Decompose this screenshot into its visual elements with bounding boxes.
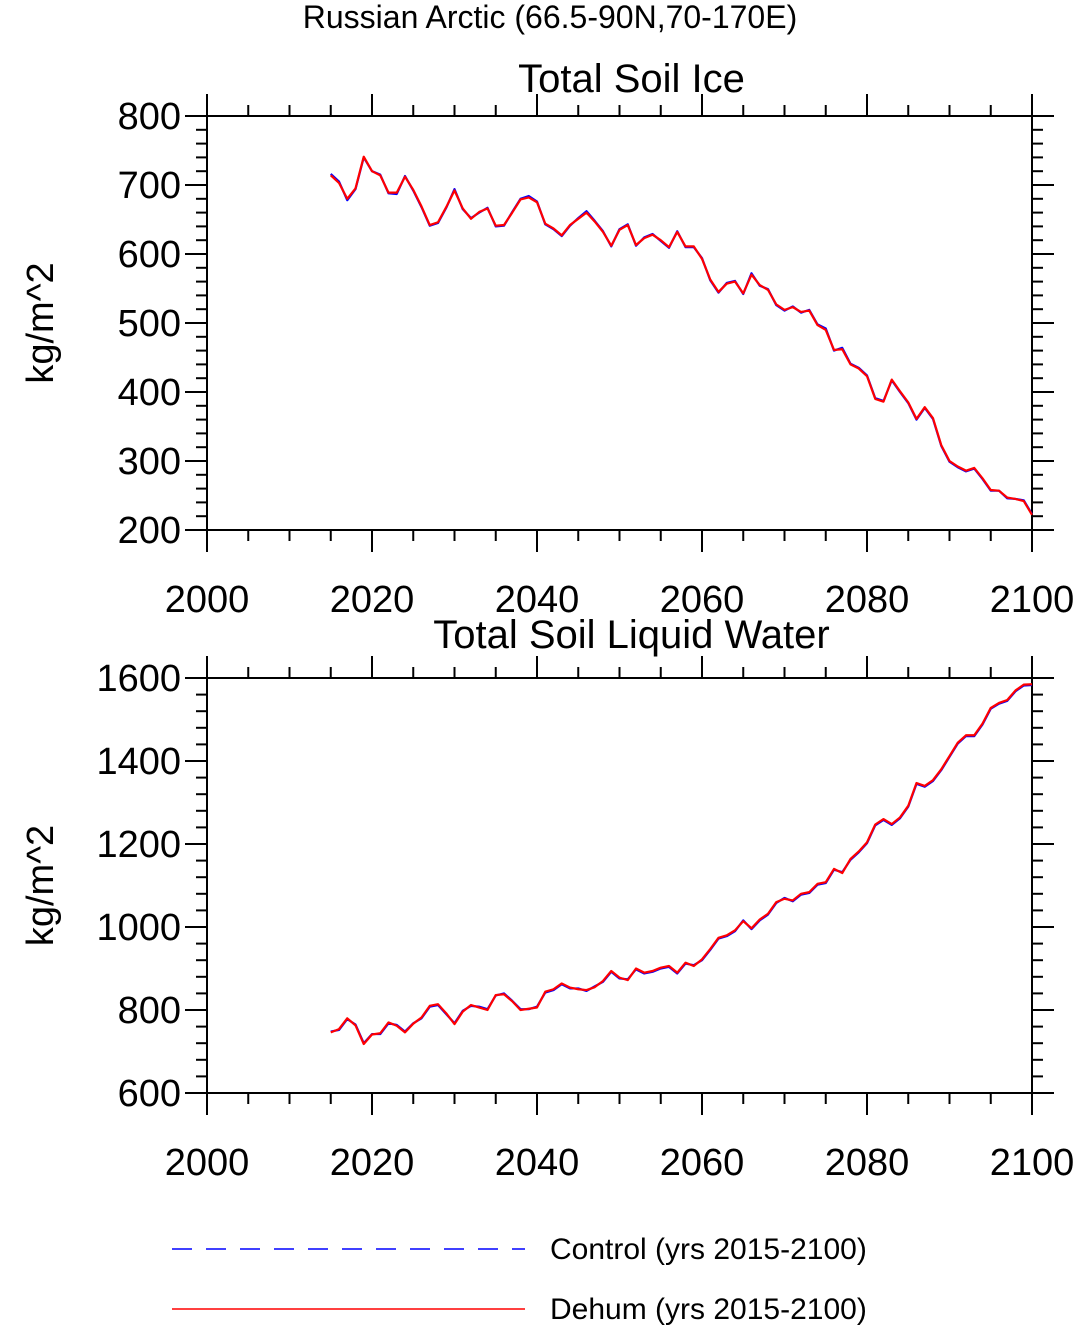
legend: Control (yrs 2015-2100) Dehum (yrs 2015-2… [172, 1233, 867, 1326]
y-tick-label: 1200 [96, 824, 181, 866]
y-tick-label: 600 [118, 1073, 181, 1115]
y-tick-label: 300 [118, 441, 181, 483]
panel-title: Total Soil Ice [518, 57, 745, 101]
y-tick-label: 200 [118, 510, 181, 552]
x-tick-label: 2100 [990, 579, 1075, 621]
legend-label-control: Control (yrs 2015-2100) [550, 1233, 867, 1266]
legend-label-dehum: Dehum (yrs 2015-2100) [550, 1293, 867, 1326]
x-tick-label: 2020 [330, 1142, 415, 1184]
series-line-dehum [330, 155, 1033, 516]
x-tick-label: 2000 [165, 579, 250, 621]
y-tick-label: 800 [118, 96, 181, 138]
x-tick-label: 2060 [660, 579, 745, 621]
x-tick-label: 2100 [990, 1142, 1075, 1184]
series-line-dehum [330, 683, 1033, 1046]
plot-frame [206, 115, 1033, 531]
y-tick-label: 1400 [96, 741, 181, 783]
x-tick-label: 2020 [330, 579, 415, 621]
y-axis-label: kg/m^2 [20, 825, 62, 946]
x-tick-label: 2000 [165, 1142, 250, 1184]
y-tick-label: 1000 [96, 907, 181, 949]
series-line-control [330, 156, 1033, 515]
panel-title: Total Soil Liquid Water [433, 613, 829, 657]
x-tick-label: 2040 [495, 1142, 580, 1184]
y-tick-label: 500 [118, 303, 181, 345]
x-tick-label: 2080 [825, 579, 910, 621]
panel-total-soil-ice: Total Soil Ice 2000 2020 2040 2060 2080 2100 20… [20, 57, 1074, 621]
series-line-control [330, 683, 1033, 1045]
figure-suptitle: Russian Arctic (66.5-90N,70-170E) [303, 0, 797, 35]
y-tick-label: 800 [118, 990, 181, 1032]
y-tick-label: 400 [118, 372, 181, 414]
y-tick-label: 600 [118, 234, 181, 276]
x-tick-label: 2040 [495, 579, 580, 621]
x-tick-label: 2080 [825, 1142, 910, 1184]
y-tick-label: 1600 [96, 658, 181, 700]
panel-total-soil-liquid-water: Total Soil Liquid Water 2000 2020 2040 2060 2… [20, 613, 1074, 1184]
y-tick-label: 700 [118, 165, 181, 207]
y-axis-label: kg/m^2 [20, 262, 62, 383]
x-tick-label: 2060 [660, 1142, 745, 1184]
